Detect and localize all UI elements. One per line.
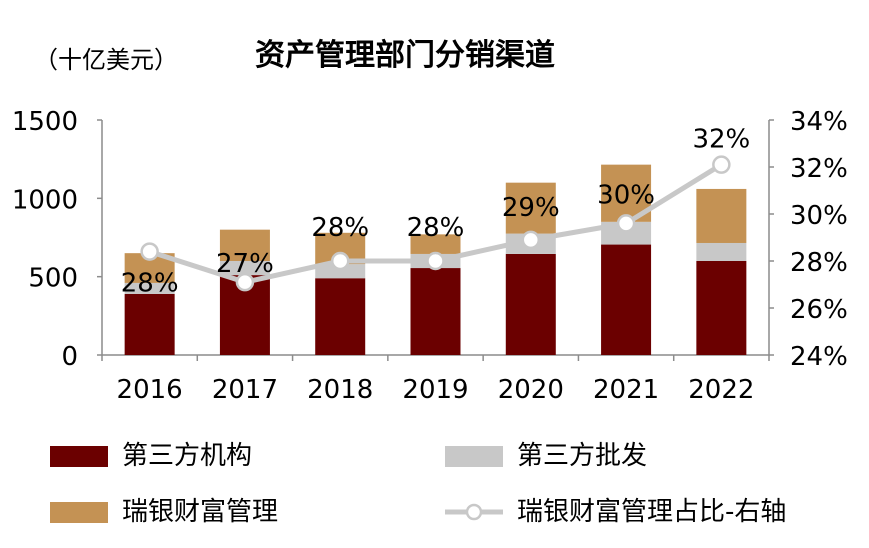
bar-segment-institutional (696, 261, 747, 355)
legend-swatch (50, 445, 108, 467)
right-tick-label: 26% (790, 295, 848, 325)
legend-label: 瑞银财富管理占比-右轴 (517, 497, 787, 527)
share-data-label: 27% (216, 249, 274, 279)
x-tick-label: 2022 (688, 375, 754, 405)
legend-swatch (445, 445, 503, 467)
share-line-point (712, 155, 731, 174)
share-data-label: 28% (407, 213, 465, 243)
share-data-label: 32% (692, 125, 750, 155)
legend-label: 瑞银财富管理 (122, 497, 279, 527)
x-tick-label: 2019 (402, 375, 468, 405)
bar-segment-institutional (124, 293, 175, 355)
left-tick-label: 1000 (12, 185, 78, 215)
bar-segment-institutional (601, 244, 652, 355)
right-tick-label: 30% (790, 201, 848, 231)
bar-segment-institutional (505, 253, 556, 355)
left-tick-label: 1500 (12, 107, 78, 137)
legend-item-ubs-wealth-management: 瑞银财富管理 (50, 497, 278, 527)
right-tick-label: 28% (790, 248, 848, 278)
x-tick-label: 2018 (307, 375, 373, 405)
right-tick-label: 32% (790, 154, 848, 184)
right-tick-label: 34% (790, 107, 848, 137)
right-tick-label: 24% (790, 342, 848, 372)
share-data-label: 29% (502, 193, 560, 223)
x-tick-label: 2020 (498, 375, 564, 405)
bar-segment-wealth-management (410, 234, 461, 254)
bar-segment-wealth-management (219, 229, 270, 261)
legend-label: 第三方批发 (517, 441, 648, 471)
bar-segment-wholesale (696, 242, 747, 261)
legend-line-marker-icon (445, 503, 503, 521)
share-line-point (330, 251, 350, 271)
chart-title: 资产管理部门分销渠道 (255, 38, 555, 73)
x-tick-label: 2017 (212, 375, 278, 405)
x-tick-label: 2016 (117, 375, 183, 405)
bar-segment-wealth-management (696, 188, 747, 243)
legend-item-third-party-institutional: 第三方机构 (50, 441, 252, 471)
bar-segment-wealth-management (505, 182, 556, 234)
share-data-label: 30% (597, 180, 655, 210)
share-line-point (616, 214, 636, 233)
share-data-label: 28% (311, 213, 369, 243)
y-axis-unit-label: （十亿美元） (34, 46, 178, 74)
bar-segment-institutional (410, 268, 461, 355)
share-line-point (521, 230, 541, 250)
share-data-label: 28% (121, 269, 179, 299)
left-tick-label: 0 (61, 342, 78, 372)
share-line-point (140, 242, 159, 261)
legend-item-third-party-wholesale: 第三方批发 (445, 441, 647, 471)
left-tick-label: 500 (28, 264, 78, 294)
bar-segment-wholesale (315, 264, 366, 279)
bar-segment-institutional (315, 278, 366, 355)
legend-swatch (50, 501, 108, 523)
legend-item-ubs-wm-share-line: 瑞银财富管理占比-右轴 (445, 497, 786, 527)
share-line-point (235, 272, 255, 292)
legend-label: 第三方机构 (122, 441, 253, 471)
x-tick-label: 2021 (593, 375, 659, 405)
bar-segment-wholesale (124, 282, 175, 294)
bar-segment-wholesale (219, 261, 270, 276)
share-line-point (426, 251, 445, 271)
